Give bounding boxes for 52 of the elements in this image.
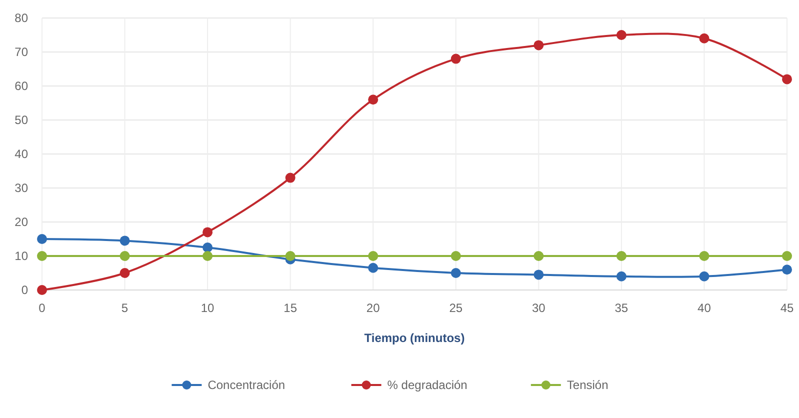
point	[782, 251, 792, 261]
point	[616, 251, 626, 261]
x-tick-label: 20	[366, 301, 380, 315]
legend-label: Concentración	[208, 378, 286, 392]
x-tick-label: 25	[449, 301, 463, 315]
y-tick-label: 80	[14, 11, 28, 26]
point	[534, 251, 544, 261]
y-tick-label: 0	[21, 283, 28, 298]
point	[450, 54, 461, 64]
y-tick-label: 60	[14, 79, 28, 94]
y-tick-label: 70	[14, 45, 28, 60]
y-tick-label: 20	[14, 215, 28, 230]
x-tick-label: 5	[121, 301, 128, 315]
x-tick-label: 45	[780, 301, 794, 315]
point	[534, 40, 544, 50]
y-tick-label: 40	[14, 147, 28, 162]
y-tick-label: 50	[14, 113, 28, 128]
point	[368, 262, 378, 273]
y-tick-label: 30	[14, 181, 28, 196]
point	[368, 251, 378, 261]
x-tick-label: 15	[284, 301, 298, 315]
y-tick-label: 10	[14, 249, 28, 264]
point	[285, 172, 296, 183]
point	[120, 268, 130, 278]
legend-label: % degradación	[387, 378, 468, 392]
point	[616, 30, 626, 40]
legend-label: Tensión	[566, 378, 608, 392]
point	[699, 271, 710, 282]
point	[202, 227, 213, 238]
x-axis-title: Tiempo (minutos)	[364, 331, 465, 345]
point	[782, 74, 792, 84]
x-tick-label: 10	[200, 301, 215, 315]
point	[37, 285, 47, 295]
point	[37, 251, 47, 261]
point	[37, 234, 47, 244]
point	[699, 251, 710, 261]
point	[616, 271, 626, 282]
point	[202, 251, 213, 261]
x-tick-label: 0	[38, 301, 46, 315]
point	[534, 270, 544, 280]
point	[285, 251, 296, 261]
point	[120, 251, 130, 261]
point	[450, 268, 461, 278]
point	[120, 236, 130, 246]
point	[699, 33, 710, 44]
x-tick-label: 35	[614, 301, 628, 315]
x-tick-label: 30	[532, 301, 546, 315]
point	[782, 264, 792, 275]
point	[450, 251, 461, 261]
point	[202, 242, 213, 252]
point	[368, 94, 378, 105]
x-tick-label: 40	[698, 301, 712, 315]
